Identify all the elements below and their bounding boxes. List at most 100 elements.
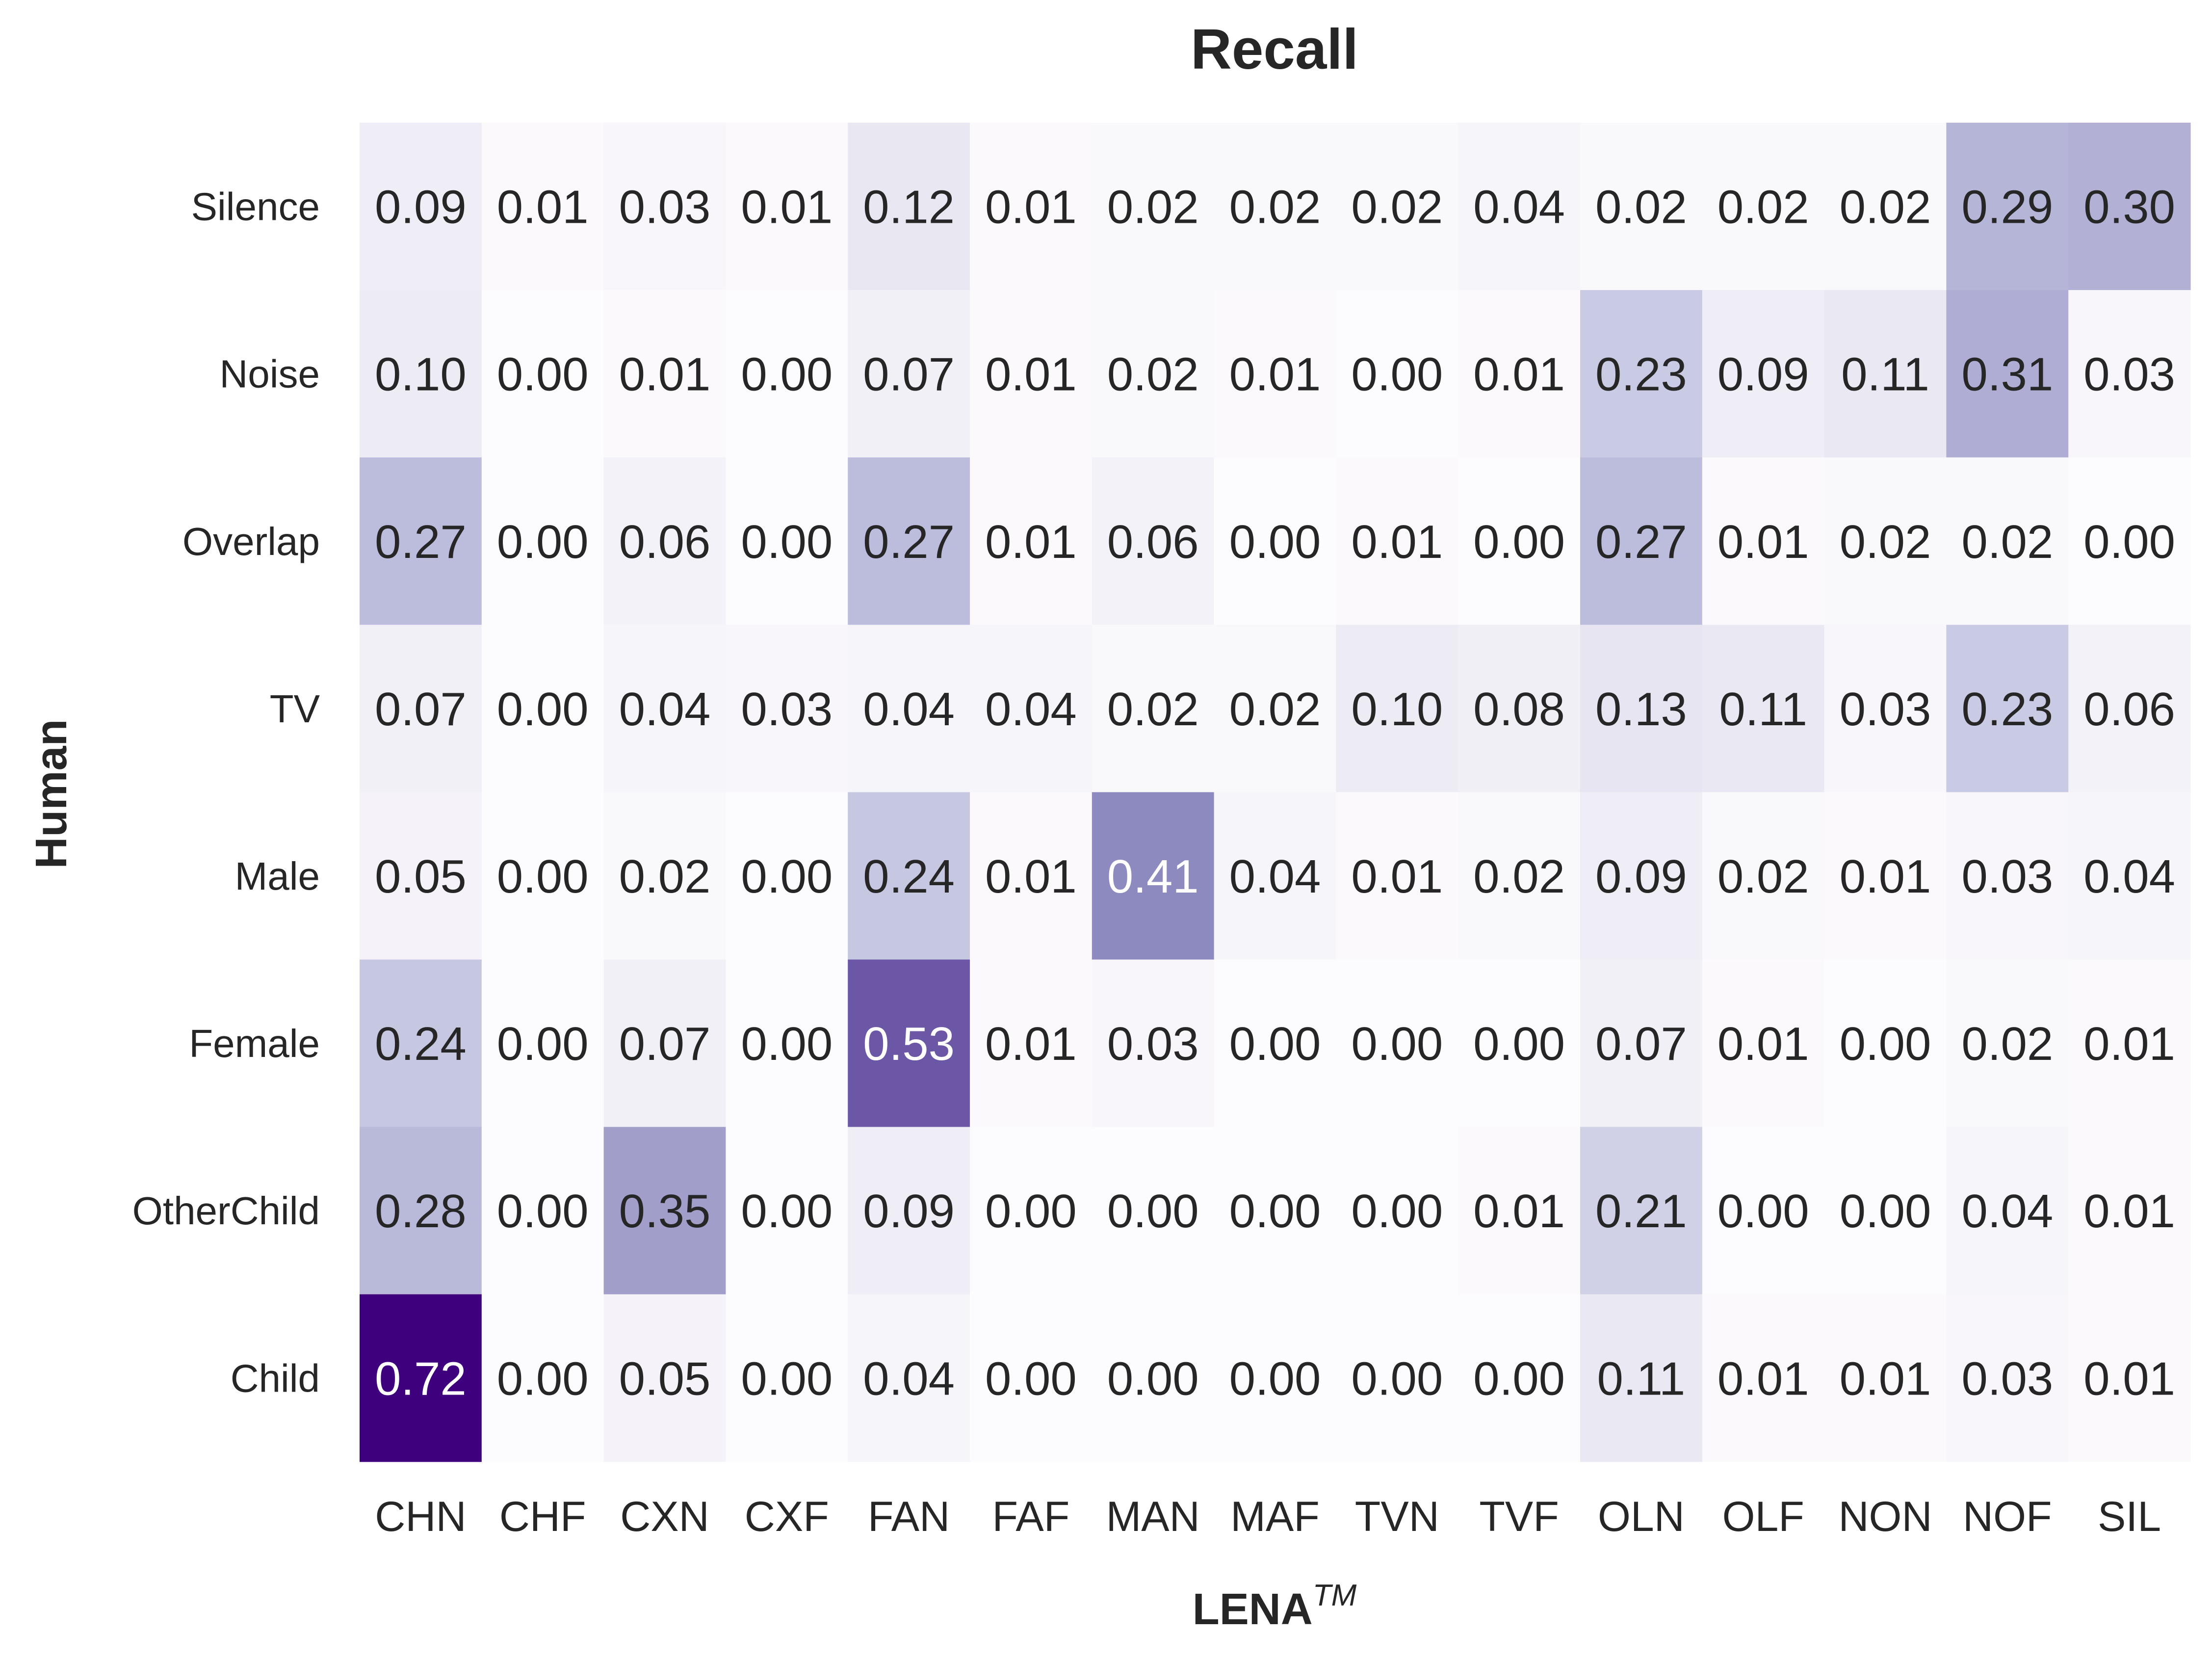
- heatmap-cell: [2068, 625, 2191, 792]
- cell-value-label: 0.72: [375, 1352, 467, 1405]
- cell-value-label: 0.05: [375, 850, 467, 903]
- cell-value-label: 0.12: [863, 181, 955, 234]
- cell-value-label: 0.02: [1229, 181, 1321, 234]
- cell-value-label: 0.00: [1229, 516, 1321, 568]
- heatmap-cell: [848, 625, 970, 792]
- cell-value-label: 0.00: [1840, 1185, 1931, 1238]
- cell-value-label: 0.01: [985, 181, 1077, 234]
- heatmap-cell: [2068, 1127, 2191, 1295]
- heatmap-cell: [1336, 1127, 1458, 1295]
- heatmap-cell: [726, 1127, 848, 1295]
- x-axis-label-main: LENA: [1193, 1585, 1313, 1634]
- heatmap-cell: [481, 959, 604, 1128]
- cell-value-label: 0.29: [1961, 181, 2053, 234]
- cell-value-label: 0.01: [2083, 1185, 2175, 1238]
- chart-title: Recall: [1191, 17, 1358, 81]
- heatmap-cell: [2068, 792, 2191, 960]
- cell-value-label: 0.35: [619, 1185, 711, 1238]
- heatmap-cell: [1214, 625, 1336, 792]
- cell-value-label: 0.02: [1229, 683, 1321, 736]
- heatmap-cell: [848, 792, 970, 960]
- cell-value-label: 0.00: [1229, 1018, 1321, 1070]
- cell-value-label: 0.00: [1107, 1185, 1199, 1238]
- heatmap-cell: [848, 457, 970, 625]
- heatmap-cell: [360, 792, 482, 960]
- y-tick-labels: Silence Noise Overlap TV Male Female OtherChil…: [132, 185, 320, 1400]
- cell-value-label: 0.00: [497, 516, 589, 568]
- x-tick-label: OLN: [1598, 1493, 1685, 1540]
- heatmap-cell: [481, 290, 604, 458]
- cell-value-label: 0.03: [1107, 1018, 1199, 1070]
- cell-value-label: 0.00: [1351, 1185, 1443, 1238]
- cell-value-label: 0.02: [1595, 181, 1687, 234]
- cell-value-label: 0.07: [863, 348, 955, 401]
- cell-value-label: 0.01: [1229, 348, 1321, 401]
- heatmap-cell: [1458, 792, 1581, 960]
- x-tick-label: SIL: [2098, 1493, 2161, 1540]
- cell-value-label: 0.01: [1473, 1185, 1565, 1238]
- heatmap-cell: [1824, 625, 1947, 792]
- cell-value-label: 0.09: [1595, 850, 1687, 903]
- y-tick-label: TV: [270, 687, 320, 731]
- cell-value-label: 0.23: [1961, 683, 2053, 736]
- x-tick-labels: CHN CHF CXN CXF FAN FAF MAN MAF TVN TVF OLN OLF NON N…: [375, 1493, 2161, 1540]
- heatmap-cell: [360, 625, 482, 792]
- cell-value-label: 0.00: [1107, 1352, 1199, 1405]
- cell-value-label: 0.05: [619, 1352, 711, 1405]
- cell-value-label: 0.00: [1473, 1352, 1565, 1405]
- cell-value-label: 0.00: [1351, 1018, 1443, 1070]
- x-tick-label: NON: [1838, 1493, 1932, 1540]
- heatmap-cell: [360, 290, 482, 458]
- y-tick-label: Noise: [219, 352, 320, 396]
- cell-value-label: 0.03: [1840, 683, 1931, 736]
- heatmap-cell: [970, 457, 1093, 625]
- heatmap-cell: [1580, 1127, 1703, 1295]
- cell-value-label: 0.00: [985, 1352, 1077, 1405]
- cell-value-label: 0.04: [619, 683, 711, 736]
- cell-value-label: 0.01: [1718, 1018, 1809, 1070]
- heatmap-cell: [1580, 457, 1703, 625]
- cell-value-label: 0.00: [741, 348, 833, 401]
- heatmap-cell: [1580, 625, 1703, 792]
- heatmap-cell: [726, 457, 848, 625]
- heatmap-cell: [1946, 1294, 2069, 1462]
- cell-value-label: 0.00: [1229, 1185, 1321, 1238]
- cell-value-label: 0.23: [1595, 348, 1687, 401]
- heatmap-cell: [603, 1294, 726, 1462]
- heatmap-cell: [970, 1127, 1093, 1295]
- cell-value-label: 0.01: [1351, 516, 1443, 568]
- y-tick-label: Child: [231, 1356, 320, 1400]
- cell-value-label: 0.27: [375, 516, 467, 568]
- heatmap-cell: [603, 625, 726, 792]
- cell-value-label: 0.00: [741, 1352, 833, 1405]
- cell-value-label: 0.04: [863, 1352, 955, 1405]
- heatmap-cell: [1214, 1294, 1336, 1462]
- heatmap-cell: [1336, 959, 1458, 1128]
- y-tick-label: Male: [235, 854, 320, 898]
- heatmap-cell: [1336, 1294, 1458, 1462]
- cell-value-label: 0.27: [863, 516, 955, 568]
- cell-value-label: 0.01: [497, 181, 589, 234]
- heatmap-cell: [1946, 625, 2069, 792]
- x-tick-label: FAF: [992, 1493, 1070, 1540]
- heatmap-cell: [481, 1294, 604, 1462]
- cell-value-label: 0.04: [1229, 850, 1321, 903]
- heatmap-cell: [1092, 1127, 1215, 1295]
- heatmap-cell: [1946, 290, 2069, 458]
- heatmap-cell: [1092, 457, 1215, 625]
- heatmap-cell: [1824, 1127, 1947, 1295]
- cell-value-label: 0.00: [1840, 1018, 1931, 1070]
- cell-value-label: 0.09: [375, 181, 467, 234]
- heatmap-cell: [1702, 1294, 1825, 1462]
- heatmap-cell: [1580, 959, 1703, 1128]
- heatmap-cell: [1702, 290, 1825, 458]
- heatmap-cell: [1702, 1127, 1825, 1295]
- cell-value-label: 0.13: [1595, 683, 1687, 736]
- heatmap-cell: [1092, 1294, 1215, 1462]
- heatmap-cell: [848, 290, 970, 458]
- heatmap-cell: [1946, 457, 2069, 625]
- heatmap-cell: [1702, 457, 1825, 625]
- heatmap-cell: [1336, 792, 1458, 960]
- cell-value-label: 0.02: [1107, 683, 1199, 736]
- cell-value-label: 0.04: [1473, 181, 1565, 234]
